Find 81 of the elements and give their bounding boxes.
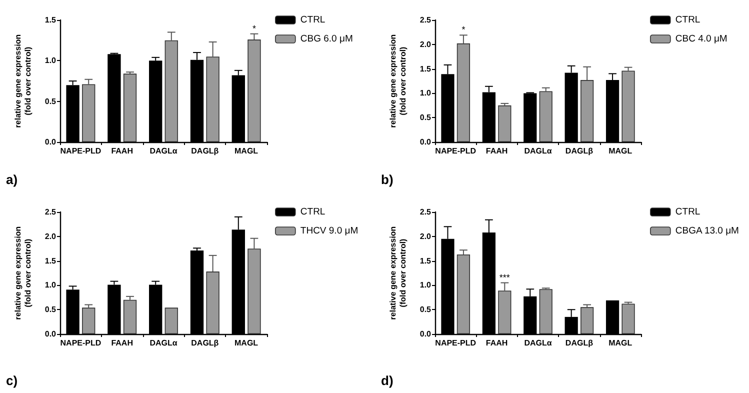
bar	[248, 40, 261, 142]
y-tick-label: 1.0	[44, 56, 57, 66]
legend-label: CTRL	[300, 206, 326, 218]
y-tick-label: 0.5	[420, 305, 432, 314]
annotation: *	[462, 24, 466, 35]
bar	[622, 304, 635, 334]
y-tick-label: 0.0	[420, 138, 432, 146]
text: c)	[6, 373, 18, 388]
bar	[622, 70, 635, 142]
y-tick-label: 2.5	[44, 208, 57, 216]
bar	[456, 254, 470, 334]
bar	[164, 308, 178, 334]
y-tick-label: 2.0	[420, 232, 432, 241]
x-tick-label: NAPE-PLD	[60, 146, 102, 156]
annotation: *	[252, 23, 256, 34]
x-tick-label: NAPE-PLD	[435, 338, 476, 348]
y-tick-label: 1.0	[44, 280, 57, 290]
legend-label: CBG 6.0 μM	[300, 34, 353, 44]
bar	[123, 300, 137, 334]
y-tick-label: 0.0	[420, 330, 432, 338]
y-tick-label: 0.5	[420, 113, 432, 122]
legend-label: CBC 4.0 μM	[675, 34, 728, 44]
y-axis-title: relative gene expression (fold over control)	[14, 226, 32, 320]
x-tick-label: DAGLα	[150, 146, 178, 156]
y-tick-label: 2.5	[420, 16, 432, 24]
x-tick-label: NAPE-PLD	[435, 146, 476, 156]
x-tick-label: DAGLα	[150, 338, 178, 348]
y-axis-title: relative gene expression (fold over control)	[388, 34, 408, 128]
x-tick-label: MAGL	[234, 146, 258, 156]
legend-label: CTRL	[675, 206, 700, 218]
x-tick-label: DAGLβ	[565, 338, 594, 348]
y-tick-label: 1.5	[420, 256, 432, 266]
text: d)	[381, 373, 394, 388]
x-tick-label: MAGL	[608, 338, 632, 348]
legend-label: THCV 9.0 μM	[300, 226, 358, 236]
y-tick-label: 1.0	[420, 280, 432, 290]
y-tick-label: 1.5	[420, 64, 432, 74]
y-tick-label: 0.5	[44, 305, 57, 314]
x-tick-label: MAGL	[234, 338, 258, 348]
bar	[206, 56, 220, 142]
x-tick-label: DAGLβ	[191, 146, 219, 156]
x-tick-label: DAGLβ	[565, 146, 594, 156]
bar	[580, 307, 594, 334]
x-tick-label: FAAH	[111, 338, 134, 348]
y-axis-title: relative gene expression (fold over control)	[14, 34, 32, 128]
x-tick-label: DAGLβ	[191, 338, 219, 348]
y-tick-label: 2.0	[420, 40, 432, 49]
y-tick-label: 1.5	[44, 256, 57, 266]
bar	[164, 40, 178, 142]
bar	[456, 43, 470, 142]
bar	[580, 80, 594, 142]
bar	[82, 308, 96, 334]
bar	[123, 74, 137, 142]
x-tick-label: DAGLα	[524, 338, 552, 348]
legend-label: CTRL	[675, 14, 700, 26]
bar	[206, 272, 220, 334]
bar	[82, 84, 96, 142]
bar	[498, 290, 512, 334]
x-tick-label: NAPE-PLD	[60, 338, 102, 348]
x-tick-label: MAGL	[608, 146, 632, 156]
bar	[539, 91, 552, 142]
y-tick-label: 1.5	[44, 16, 57, 24]
x-tick-label: DAGLα	[524, 146, 552, 156]
annotation: ***	[499, 272, 510, 282]
y-tick-label: 0.0	[44, 330, 57, 338]
y-tick-label: 0.5	[44, 96, 57, 106]
x-tick-label: FAAH	[486, 146, 508, 156]
y-tick-label: 1.0	[420, 88, 432, 98]
y-axis-title: relative gene expression (fold over control)	[388, 226, 408, 320]
y-tick-label: 2.0	[44, 232, 57, 241]
text: a)	[6, 172, 18, 187]
bar	[498, 105, 512, 142]
y-tick-label: 2.5	[420, 208, 432, 216]
bar	[539, 289, 552, 334]
y-tick-label: 0.0	[44, 138, 57, 146]
text: b)	[381, 172, 394, 187]
x-tick-label: FAAH	[111, 146, 134, 156]
x-tick-label: FAAH	[486, 338, 508, 348]
legend-label: CTRL	[300, 14, 326, 26]
legend-label: CBGA 13.0 μM	[675, 226, 740, 236]
bar	[248, 248, 261, 334]
